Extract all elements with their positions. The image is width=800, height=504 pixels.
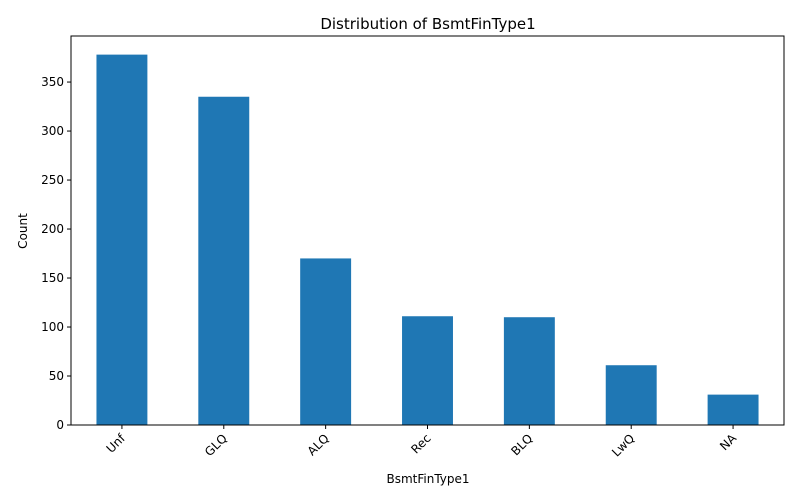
bar-glq xyxy=(198,96,250,425)
y-tick-label: 50 xyxy=(49,369,64,383)
bar-alq xyxy=(300,258,352,425)
bar-unf xyxy=(96,54,148,426)
x-tick-label-alq: ALQ xyxy=(305,431,332,458)
x-axis-label: BsmtFinType1 xyxy=(386,472,469,486)
x-tick-label-na: NA xyxy=(717,431,740,454)
y-tick-label: 0 xyxy=(56,418,64,432)
x-tick-label-unf: Unf xyxy=(104,431,129,456)
y-tick-label: 250 xyxy=(41,173,64,187)
y-tick-label: 150 xyxy=(41,271,64,285)
bar-lwq xyxy=(605,365,657,425)
x-tick-label-lwq: LwQ xyxy=(609,431,637,459)
plot-area: 0 50 100 150 200 250 300 350 Unf GLQ ALQ Rec BLQ LwQ N… xyxy=(41,35,785,459)
x-tick-label-glq: GLQ xyxy=(202,431,230,459)
bar-blq xyxy=(503,317,555,425)
y-tick-label: 200 xyxy=(41,222,64,236)
y-axis-label: Count xyxy=(16,213,30,249)
bar-na xyxy=(707,394,759,425)
chart-title: Distribution of BsmtFinType1 xyxy=(320,15,535,33)
y-tick-label: 100 xyxy=(41,320,64,334)
x-tick-label-blq: BLQ xyxy=(508,431,535,458)
y-tick-label: 300 xyxy=(41,124,64,138)
x-tick-label-rec: Rec xyxy=(408,431,433,456)
y-tick-label: 350 xyxy=(41,75,64,89)
bar-rec xyxy=(402,316,453,425)
